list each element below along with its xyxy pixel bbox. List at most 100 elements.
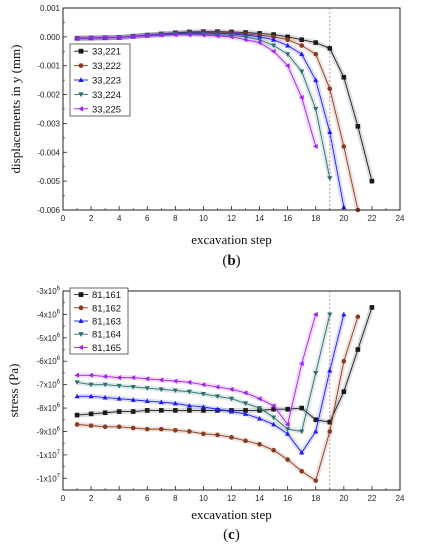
y-tick-label: 0.000	[40, 33, 61, 42]
data-point	[369, 178, 375, 184]
data-point	[313, 40, 319, 45]
y-tick-label: -0.003	[37, 119, 60, 128]
data-point	[144, 408, 150, 413]
data-point	[270, 403, 276, 409]
legend-marker	[78, 344, 84, 351]
data-point	[200, 404, 206, 409]
data-point	[271, 43, 277, 49]
data-point	[116, 409, 122, 414]
data-point	[229, 435, 234, 440]
legend-marker	[78, 48, 84, 54]
legend-marker	[78, 305, 84, 311]
data-point	[158, 377, 164, 383]
data-point	[313, 478, 319, 483]
data-point	[116, 396, 122, 401]
chart-c-legend: 81,161 81,162 81,163 81,164 81,165	[69, 287, 129, 355]
data-point	[327, 129, 333, 135]
data-point	[186, 403, 192, 408]
x-tick-label: 20	[339, 214, 348, 223]
data-point	[313, 428, 319, 434]
chart-b-x-axis: 0 2 4 6 8 10 12 14 16 18 20 22 24	[61, 206, 405, 223]
y-tick-label: -8x106	[37, 403, 61, 413]
data-point	[257, 406, 263, 411]
series-line	[77, 314, 317, 426]
y-tick-label: -1x107	[37, 473, 61, 483]
data-point	[341, 74, 347, 80]
data-point	[257, 415, 263, 421]
data-point	[285, 406, 290, 412]
chart-b-displacement: 0 2 4 6 8 10 12 14 16 18 20 22 24 0.0010.000-0.001-0…	[8, 4, 405, 269]
data-point	[243, 34, 249, 40]
data-point	[299, 51, 305, 57]
data-point	[341, 358, 347, 364]
legend-label: 81,164	[92, 330, 121, 341]
data-point	[299, 37, 305, 43]
legend-marker	[78, 332, 84, 337]
data-point	[74, 372, 79, 378]
data-point	[256, 396, 262, 402]
x-tick-label: 24	[396, 494, 405, 503]
x-tick-label: 16	[283, 214, 292, 223]
chart-b-caption: (b)	[222, 253, 240, 269]
data-point	[299, 405, 305, 411]
y-tick-label: -0.002	[37, 91, 60, 100]
chart-c-x-axis-label: excavation step	[191, 507, 272, 522]
data-point	[74, 380, 80, 385]
data-point	[243, 408, 248, 413]
data-point	[215, 432, 220, 438]
x-tick-label: 8	[173, 494, 178, 503]
data-point	[299, 94, 304, 100]
x-tick-label: 0	[61, 214, 66, 223]
y-tick-label: -4x106	[37, 309, 61, 319]
x-tick-label: 24	[396, 214, 405, 223]
data-point	[116, 34, 122, 40]
legend-marker	[78, 92, 84, 98]
chart-b-y-axis-label: displacements in y (mm)	[8, 45, 23, 174]
data-point	[285, 42, 291, 48]
data-point	[116, 383, 122, 389]
data-point	[130, 425, 136, 431]
data-point	[256, 40, 262, 46]
data-point	[228, 396, 235, 402]
x-tick-label: 4	[117, 214, 122, 223]
data-point	[242, 37, 248, 43]
data-point	[102, 373, 108, 379]
data-point	[228, 408, 235, 414]
data-point	[144, 386, 150, 391]
x-tick-label: 18	[311, 494, 320, 503]
y-tick-label: -0.004	[37, 148, 60, 157]
series-81-163	[74, 311, 347, 456]
data-point	[173, 408, 178, 413]
data-point	[243, 438, 248, 444]
data-point	[327, 429, 333, 434]
x-tick-label: 10	[199, 494, 208, 503]
x-tick-label: 2	[89, 494, 94, 503]
data-point	[285, 431, 291, 436]
x-tick-label: 14	[255, 214, 264, 223]
data-point	[355, 347, 361, 352]
data-point	[172, 388, 178, 394]
data-point	[228, 386, 234, 392]
series-33-225	[74, 32, 319, 150]
data-point	[173, 428, 178, 433]
data-point	[102, 424, 108, 430]
data-point	[214, 33, 220, 39]
legend-marker	[78, 292, 84, 297]
data-point	[313, 77, 319, 83]
data-point	[313, 417, 319, 423]
data-point	[130, 409, 136, 414]
data-point	[285, 63, 290, 69]
chart-c-caption: (c)	[223, 527, 240, 543]
data-point	[116, 424, 122, 430]
data-point	[102, 35, 108, 41]
data-point	[327, 46, 333, 51]
y-tick-label: -1x107	[37, 450, 61, 460]
chart-b-legend: 33,221 33,222 33,223 33,224 33,225	[69, 43, 131, 117]
y-tick-label: -0.005	[37, 177, 60, 186]
data-point	[200, 32, 206, 38]
y-tick-label: -3x106	[37, 286, 61, 296]
chart-b-x-axis-label: excavation step	[191, 232, 272, 247]
data-point	[313, 51, 319, 57]
data-point	[88, 393, 94, 399]
